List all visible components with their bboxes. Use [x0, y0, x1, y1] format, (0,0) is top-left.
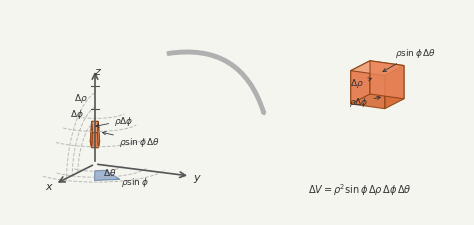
Text: $\Delta V = \rho^2 \sin\phi\, \Delta\rho\, \Delta\phi\, \Delta\theta$: $\Delta V = \rho^2 \sin\phi\, \Delta\rho…	[308, 181, 412, 197]
Polygon shape	[351, 61, 404, 76]
Text: x: x	[46, 181, 52, 191]
Text: $\Delta\phi$: $\Delta\phi$	[70, 108, 84, 121]
Polygon shape	[351, 71, 385, 109]
Text: y: y	[193, 172, 200, 182]
Text: $\rho\sin\phi\,\Delta\theta$: $\rho\sin\phi\,\Delta\theta$	[102, 132, 160, 148]
Polygon shape	[91, 122, 98, 133]
Polygon shape	[370, 61, 404, 99]
Text: $\Delta\theta$: $\Delta\theta$	[103, 167, 117, 178]
Polygon shape	[94, 171, 120, 181]
Polygon shape	[97, 122, 100, 148]
Text: $\rho\Delta\phi$: $\rho\Delta\phi$	[349, 96, 380, 109]
Text: $\rho\Delta\phi$: $\rho\Delta\phi$	[96, 115, 134, 128]
Text: $\Delta\rho$: $\Delta\rho$	[74, 92, 88, 105]
Text: $\rho\sin\phi\,\Delta\theta$: $\rho\sin\phi\,\Delta\theta$	[383, 47, 436, 72]
Polygon shape	[351, 61, 370, 104]
Text: $\Delta\rho$: $\Delta\rho$	[350, 77, 372, 90]
Polygon shape	[90, 122, 100, 142]
Polygon shape	[90, 142, 100, 148]
Polygon shape	[385, 66, 404, 109]
Polygon shape	[91, 133, 99, 148]
Polygon shape	[90, 122, 92, 148]
Text: z: z	[94, 67, 100, 77]
Text: $\rho\sin\phi$: $\rho\sin\phi$	[121, 176, 149, 189]
